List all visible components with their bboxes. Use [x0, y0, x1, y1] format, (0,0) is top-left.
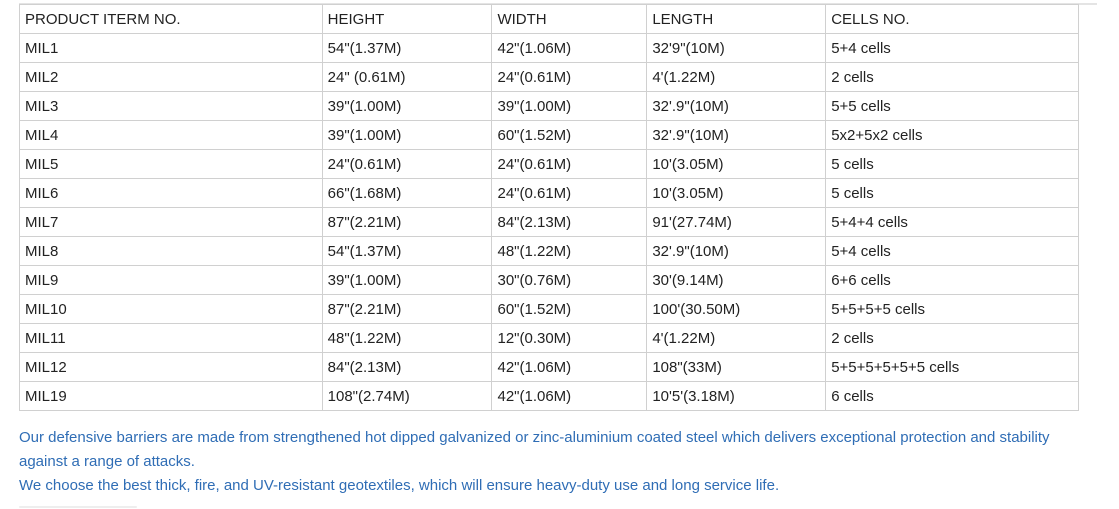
table-cell: MIL6	[19, 178, 323, 208]
divider	[19, 506, 137, 508]
table-cell: 42"(1.06M)	[491, 352, 648, 382]
table-cell: 6+6 cells	[825, 265, 1079, 295]
table-cell: 24" (0.61M)	[321, 62, 493, 92]
table-cell: 32'9"(10M)	[646, 33, 827, 63]
column-header: LENGTH	[646, 4, 827, 34]
table-cell: 108"(2.74M)	[321, 381, 493, 411]
table-cell: MIL9	[19, 265, 323, 295]
table-row: MIL8 54"(1.37M) 48"(1.22M) 32'.9"(10M) 5+4 c…	[19, 236, 1079, 266]
table-cell: 10'5'(3.18M)	[646, 381, 827, 411]
table-cell: 24"(0.61M)	[321, 149, 493, 179]
table-cell: MIL10	[19, 294, 323, 324]
table-header-row: PRODUCT ITERM NO. HEIGHT WIDTH LENGTH CELLS …	[19, 4, 1079, 34]
table-cell: 66"(1.68M)	[321, 178, 493, 208]
table-cell: 54"(1.37M)	[321, 236, 493, 266]
table-cell: MIL3	[19, 91, 323, 121]
column-header: PRODUCT ITERM NO.	[19, 4, 323, 34]
table-cell: 100'(30.50M)	[646, 294, 827, 324]
table-cell: 5+5+5+5+5+5 cells	[825, 352, 1079, 382]
table-cell: 60"(1.52M)	[491, 294, 648, 324]
table-row: MIL4 39"(1.00M) 60"(1.52M) 32'.9"(10M) 5x2+5…	[19, 120, 1079, 150]
table-cell: 87"(2.21M)	[321, 294, 493, 324]
table-cell: MIL2	[19, 62, 323, 92]
description: Our defensive barriers are made from str…	[19, 426, 1089, 498]
table-cell: 87"(2.21M)	[321, 207, 493, 237]
table-cell: 5x2+5x2 cells	[825, 120, 1079, 150]
table-cell: MIL1	[19, 33, 323, 63]
table-cell: MIL12	[19, 352, 323, 382]
table-cell: 48"(1.22M)	[491, 236, 648, 266]
table-cell: MIL7	[19, 207, 323, 237]
table-cell: 32'.9"(10M)	[646, 236, 827, 266]
table-cell: 84"(2.13M)	[321, 352, 493, 382]
table-cell: 24"(0.61M)	[491, 62, 648, 92]
column-header: HEIGHT	[321, 4, 493, 34]
table-cell: 2 cells	[825, 62, 1079, 92]
table-cell: 10'(3.05M)	[646, 178, 827, 208]
table-cell: 5+4+4 cells	[825, 207, 1079, 237]
table-cell: 5 cells	[825, 149, 1079, 179]
table-row: MIL3 39"(1.00M) 39"(1.00M) 32'.9"(10M) 5+5 c…	[19, 91, 1079, 121]
table-row: MIL9 39"(1.00M) 30"(0.76M) 30'(9.14M) 6+6 ce…	[19, 265, 1079, 295]
column-header: WIDTH	[491, 4, 648, 34]
table-cell: MIL8	[19, 236, 323, 266]
table-cell: 91'(27.74M)	[646, 207, 827, 237]
table-cell: 30'(9.14M)	[646, 265, 827, 295]
table-cell: 24"(0.61M)	[491, 178, 648, 208]
table-cell: 32'.9"(10M)	[646, 91, 827, 121]
table-cell: 5+5+5+5 cells	[825, 294, 1079, 324]
table-cell: 39"(1.00M)	[321, 120, 493, 150]
table-row: MIL2 24" (0.61M) 24"(0.61M) 4'(1.22M) 2 cell…	[19, 62, 1079, 92]
product-spec-table: PRODUCT ITERM NO. HEIGHT WIDTH LENGTH CELLS …	[19, 4, 1079, 411]
table-cell: 4'(1.22M)	[646, 62, 827, 92]
table-cell: 60"(1.52M)	[491, 120, 648, 150]
table-cell: MIL19	[19, 381, 323, 411]
table-row: MIL11 48"(1.22M) 12"(0.30M) 4'(1.22M) 2 cell…	[19, 323, 1079, 353]
table-row: MIL6 66"(1.68M) 24"(0.61M) 10'(3.05M) 5 cell…	[19, 178, 1079, 208]
table-row: MIL12 84"(2.13M) 42"(1.06M) 108"(33M) 5+5+5+…	[19, 352, 1079, 382]
table-cell: 108"(33M)	[646, 352, 827, 382]
table-cell: 54"(1.37M)	[321, 33, 493, 63]
table-cell: 6 cells	[825, 381, 1079, 411]
table-cell: 39"(1.00M)	[321, 265, 493, 295]
table-cell: 39"(1.00M)	[321, 91, 493, 121]
note-paragraph: Our defensive barriers are made from str…	[19, 429, 1050, 470]
table-cell: MIL4	[19, 120, 323, 150]
table-cell: 84"(2.13M)	[491, 207, 648, 237]
table-row: MIL1 54"(1.37M) 42"(1.06M) 32'9"(10M) 5+4 ce…	[19, 33, 1079, 63]
table-cell: MIL11	[19, 323, 323, 353]
table-cell: 30"(0.76M)	[491, 265, 648, 295]
column-header: CELLS NO.	[825, 4, 1079, 34]
table-row: MIL10 87"(2.21M) 60"(1.52M) 100'(30.50M) 5+5…	[19, 294, 1079, 324]
note-paragraph: We choose the best thick, fire, and UV-r…	[19, 477, 780, 494]
table-cell: 24"(0.61M)	[491, 149, 648, 179]
table-row: MIL7 87"(2.21M) 84"(2.13M) 91'(27.74M) 5+4+4…	[19, 207, 1079, 237]
table-cell: 5+4 cells	[825, 33, 1079, 63]
table-cell: MIL5	[19, 149, 323, 179]
table-cell: 12"(0.30M)	[491, 323, 648, 353]
table-cell: 32'.9"(10M)	[646, 120, 827, 150]
table-cell: 42"(1.06M)	[491, 33, 648, 63]
table-cell: 39"(1.00M)	[491, 91, 648, 121]
table-cell: 5+4 cells	[825, 236, 1079, 266]
table-row: MIL5 24"(0.61M) 24"(0.61M) 10'(3.05M) 5 cell…	[19, 149, 1079, 179]
table-cell: 42"(1.06M)	[491, 381, 648, 411]
table-cell: 5+5 cells	[825, 91, 1079, 121]
table-cell: 10'(3.05M)	[646, 149, 827, 179]
table-cell: 2 cells	[825, 323, 1079, 353]
table-cell: 4'(1.22M)	[646, 323, 827, 353]
table-cell: 48"(1.22M)	[321, 323, 493, 353]
table-row: MIL19 108"(2.74M) 42"(1.06M) 10'5'(3.18M) 6 …	[19, 381, 1079, 411]
table-cell: 5 cells	[825, 178, 1079, 208]
